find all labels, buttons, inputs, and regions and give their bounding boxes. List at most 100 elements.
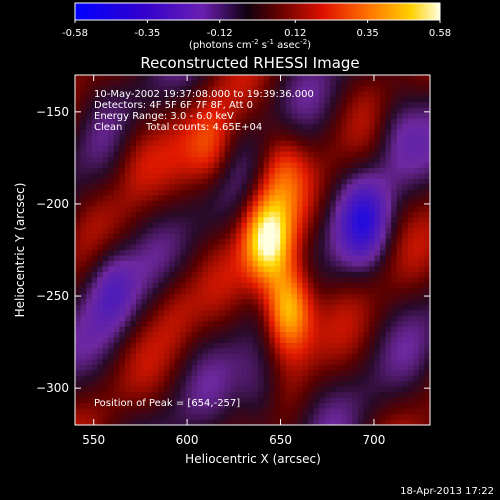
heatmap-cell <box>191 162 198 169</box>
heatmap-cell <box>141 419 148 425</box>
heatmap-cell <box>302 397 309 404</box>
heatmap-cell <box>152 315 159 322</box>
heatmap-cell <box>191 151 198 158</box>
heatmap-cell <box>263 260 270 267</box>
heatmap-cell <box>274 370 281 377</box>
heatmap-cell <box>141 353 148 360</box>
heatmap-cell <box>324 140 331 147</box>
heatmap-cell <box>313 178 320 185</box>
heatmap-cell <box>174 222 181 229</box>
heatmap-cell <box>185 310 192 317</box>
heatmap-cell <box>208 228 215 234</box>
heatmap-cell <box>368 310 375 317</box>
heatmap-cell <box>363 146 370 152</box>
heatmap-cell <box>163 228 170 234</box>
heatmap-cell <box>374 310 381 317</box>
heatmap-cell <box>213 348 220 355</box>
heatmap-cell <box>147 315 154 322</box>
heatmap-cell <box>91 326 98 333</box>
heatmap-cell <box>197 326 203 333</box>
heatmap-cell <box>324 397 331 404</box>
heatmap-cell <box>330 129 337 136</box>
heatmap-cell <box>352 419 359 425</box>
heatmap-cell <box>91 80 98 87</box>
heatmap-cell <box>246 370 253 377</box>
heatmap-cell <box>391 167 398 174</box>
heatmap-cell <box>75 277 81 284</box>
heatmap-cell <box>136 250 142 256</box>
heatmap-cell <box>335 118 342 125</box>
heatmap-cell <box>174 195 181 202</box>
heatmap-cell <box>330 266 337 273</box>
heatmap-cell <box>424 228 430 234</box>
heatmap-cell <box>385 370 392 377</box>
heatmap-cell <box>357 129 364 136</box>
heatmap-cell <box>119 392 126 399</box>
heatmap-cell <box>108 200 115 207</box>
heatmap-cell <box>330 151 337 158</box>
heatmap-cell <box>302 375 309 382</box>
heatmap-cell <box>380 397 387 404</box>
heatmap-cell <box>313 375 320 382</box>
heatmap-cell <box>363 195 370 202</box>
heatmap-cell <box>291 135 298 142</box>
heatmap-cell <box>113 260 120 267</box>
heatmap-cell <box>180 271 187 278</box>
heatmap-cell <box>285 386 292 393</box>
colorbar-units: (photons cm-2 s-1 asec-2) <box>189 38 311 51</box>
heatmap-cell <box>341 157 348 163</box>
x-axis-label: Heliocentric X (arcsec) <box>185 452 321 466</box>
heatmap-cell <box>185 255 192 262</box>
heatmap-cell <box>141 250 148 256</box>
heatmap-cell <box>136 85 142 92</box>
heatmap-cell <box>213 91 220 98</box>
heatmap-cell <box>296 277 303 284</box>
heatmap-cell <box>130 146 137 152</box>
heatmap-cell <box>368 157 375 163</box>
heatmap-cell <box>108 195 115 202</box>
heatmap-cell <box>380 293 387 300</box>
heatmap-cell <box>291 184 298 191</box>
heatmap-cell <box>119 178 126 185</box>
heatmap-cell <box>274 107 281 114</box>
heatmap-cell <box>357 282 364 289</box>
heatmap-cell <box>258 381 264 388</box>
heatmap-cell <box>302 228 309 234</box>
heatmap-cell <box>302 129 309 136</box>
heatmap-cell <box>208 140 215 147</box>
heatmap-cell <box>219 288 226 295</box>
heatmap-cell <box>374 386 381 393</box>
heatmap-cell <box>80 151 87 158</box>
heatmap-cell <box>258 364 264 371</box>
heatmap-cell <box>102 162 109 169</box>
heatmap-cell <box>97 124 104 131</box>
heatmap-cell <box>124 75 131 81</box>
heatmap-cell <box>202 206 209 213</box>
heatmap-cell <box>357 80 364 87</box>
heatmap-cell <box>119 386 126 393</box>
heatmap-cell <box>385 217 392 224</box>
heatmap-cell <box>102 233 109 240</box>
heatmap-cell <box>319 337 326 344</box>
heatmap-cell <box>274 282 281 289</box>
heatmap-cell <box>130 162 137 169</box>
heatmap-cell <box>219 260 226 267</box>
heatmap-cell <box>324 386 331 393</box>
heatmap-cell <box>302 118 309 125</box>
heatmap-cell <box>246 414 253 420</box>
heatmap-cell <box>241 217 248 224</box>
heatmap-cell <box>296 228 303 234</box>
heatmap-cell <box>391 91 398 98</box>
heatmap-cell <box>224 173 231 180</box>
heatmap-cell <box>285 113 292 120</box>
heatmap-cell <box>380 353 387 360</box>
heatmap-cell <box>357 381 364 388</box>
heatmap-cell <box>324 157 331 163</box>
heatmap-cell <box>413 217 420 224</box>
heatmap-cell <box>280 146 287 152</box>
heatmap-cell <box>147 419 154 425</box>
heatmap-cell <box>136 304 142 311</box>
heatmap-cell <box>169 326 176 333</box>
heatmap-cell <box>391 75 398 81</box>
heatmap-cell <box>246 332 253 338</box>
